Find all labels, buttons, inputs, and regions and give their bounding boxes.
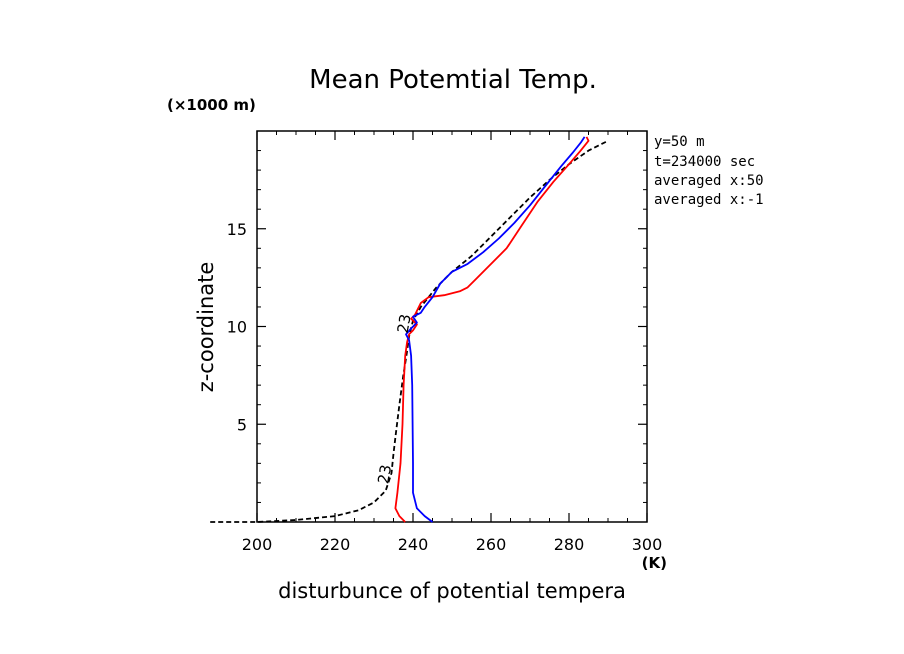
x-tick-label: 260 [476, 535, 507, 554]
y-tick-label: 5 [237, 415, 247, 434]
annotation-clip [776, 130, 816, 215]
contour-label-1: 23 [374, 463, 395, 485]
annotation-line-2: t=234000 sec [654, 154, 755, 170]
annotation-block: y=50 m t=234000 sec averaged x:50 averag… [654, 130, 816, 215]
x-tick-label: 240 [398, 535, 429, 554]
x-tick-label: 200 [242, 535, 273, 554]
y-axis-label: z-coordinate [194, 262, 218, 393]
y-unit-label: (×1000 m) [167, 96, 256, 114]
series-line-blue [405, 136, 586, 523]
annotation-line-3: averaged x:50 [654, 173, 764, 189]
series-line-red [394, 136, 590, 523]
x-unit-label: (K) [642, 554, 667, 572]
plot-frame [256, 130, 648, 523]
x-tick-label: 220 [320, 535, 351, 554]
y-tick-label: 15 [227, 220, 247, 239]
contour-label-2: 23 [394, 313, 415, 335]
chart-title: Mean Potemtial Temp. [309, 65, 597, 95]
y-tick-label: 10 [227, 318, 247, 337]
plot-area: 200 220 240 260 280 300 5 10 15 23 23 [210, 130, 663, 554]
annotation-line-4: averaged x:-1 [654, 192, 764, 208]
x-tick-label: 280 [554, 535, 585, 554]
annotation-line-1: y=50 m [654, 134, 705, 150]
series-line-dashed-black [210, 139, 609, 523]
x-axis-label: disturbunce of potential tempera [278, 579, 626, 603]
x-tick-label: 300 [632, 535, 663, 554]
